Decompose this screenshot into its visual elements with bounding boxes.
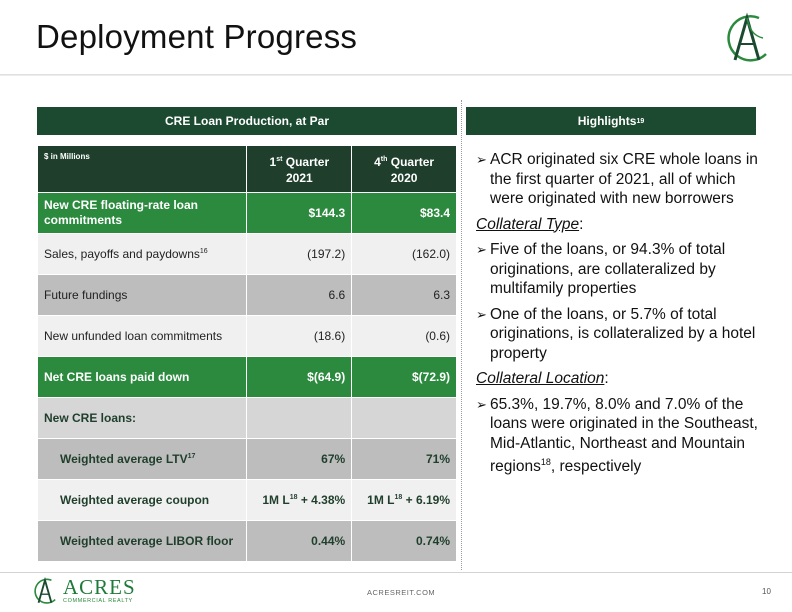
row-label: Sales, payoffs and paydowns16: [36, 233, 248, 275]
highlight-text: 65.3%, 19.7%, 8.0% and 7.0% of the loans…: [490, 395, 758, 476]
list-item: ➢ Five of the loans, or 94.3% of total o…: [476, 240, 766, 299]
cell-q4: 71%: [351, 438, 457, 480]
list-item: ➢ 65.3%, 19.7%, 8.0% and 7.0% of the loa…: [476, 395, 766, 477]
cell-q4: 6.3: [351, 274, 457, 316]
cell-q1: $(64.9): [246, 356, 353, 398]
column-header-q4-2020: 4th Quarter 2020: [351, 145, 457, 193]
cell-q4: $83.4: [351, 192, 457, 234]
table-row: New CRE floating-rate loan commitments $…: [36, 192, 457, 234]
cell-q1: 67%: [246, 438, 353, 480]
units-label: $ in Millions: [36, 145, 248, 193]
table-row: Net CRE loans paid down $(64.9) $(72.9): [36, 356, 457, 398]
footer-website: ACRESREIT.COM: [367, 588, 436, 597]
arrow-bullet-icon: ➢: [476, 152, 487, 167]
arrow-bullet-icon: ➢: [476, 396, 487, 412]
highlight-text: ACR originated six CRE whole loans in th…: [490, 151, 758, 207]
column-header-q1-2021: 1st Quarter 2021: [246, 145, 353, 193]
acres-logo-icon: [34, 576, 56, 604]
page-number: 10: [762, 587, 771, 596]
page-title: Deployment Progress: [36, 18, 358, 55]
row-label: New unfunded loan commitments: [36, 315, 248, 357]
footer-rule: [0, 572, 792, 573]
row-label: Weighted average LIBOR floor: [36, 520, 248, 562]
table-row: Weighted average LTV17 67% 71%: [36, 438, 457, 480]
cell-q4: 1M L18 + 6.19%: [351, 479, 457, 521]
table-row: Future fundings 6.6 6.3: [36, 274, 457, 316]
table-row: New CRE loans:: [36, 397, 457, 439]
loan-production-header: CRE Loan Production, at Par: [37, 107, 457, 135]
row-label: New CRE floating-rate loan commitments: [36, 192, 248, 234]
panel-divider: [461, 100, 464, 570]
brand-wordmark: ACRES COMMERCIAL REALTY: [63, 576, 136, 604]
brand-name: ACRES: [63, 575, 136, 599]
row-label: New CRE loans:: [36, 397, 248, 439]
row-label: Weighted average coupon: [36, 479, 248, 521]
cell-q4: [351, 397, 457, 439]
highlights-list: ➢ ACR originated six CRE whole loans in …: [476, 150, 766, 483]
table-row: Weighted average coupon 1M L18 + 4.38% 1…: [36, 479, 457, 521]
table-row: New unfunded loan commitments (18.6) (0.…: [36, 315, 457, 357]
list-item: ➢ ACR originated six CRE whole loans in …: [476, 150, 766, 209]
acres-logo-icon: [727, 12, 767, 62]
row-footnote: 16: [199, 248, 208, 255]
highlights-header-text: Highlights: [577, 114, 637, 128]
arrow-bullet-icon: ➢: [476, 242, 487, 257]
loan-production-table: $ in Millions 1st Quarter 2021 4th Quart…: [36, 145, 457, 562]
list-item: ➢ One of the loans, or 5.7% of total ori…: [476, 305, 766, 364]
cell-q4: (162.0): [351, 233, 457, 275]
cell-q1: (197.2): [246, 233, 353, 275]
arrow-bullet-icon: ➢: [476, 306, 487, 322]
cell-q1: $144.3: [246, 192, 353, 234]
row-label: Weighted average LTV17: [36, 438, 248, 480]
cell-q4: $(72.9): [351, 356, 457, 398]
collateral-location-heading: Collateral Location:: [476, 370, 609, 387]
header-rule: [0, 74, 792, 76]
row-label: Net CRE loans paid down: [36, 356, 248, 398]
loan-production-header-text: CRE Loan Production, at Par: [164, 114, 329, 128]
highlights-header: Highlights 19: [466, 107, 756, 135]
collateral-type-heading: Collateral Type:: [476, 215, 584, 233]
brand-subtitle: COMMERCIAL REALTY: [63, 598, 133, 604]
cell-q1: 0.44%: [246, 520, 353, 562]
table-row: Weighted average LIBOR floor 0.44% 0.74%: [36, 520, 457, 562]
table-header-row: $ in Millions 1st Quarter 2021 4th Quart…: [36, 145, 457, 193]
row-footnote: 17: [187, 453, 196, 460]
cell-q4: (0.6): [351, 315, 457, 357]
highlight-text: Five of the loans, or 94.3% of total ori…: [490, 241, 726, 297]
highlight-text: One of the loans, or 5.7% of total origi…: [490, 305, 756, 362]
row-label: Future fundings: [36, 274, 248, 316]
cell-q1: 1M L18 + 4.38%: [246, 479, 353, 521]
table-row: Sales, payoffs and paydowns16 (197.2) (1…: [36, 233, 457, 275]
cell-q1: 6.6: [246, 274, 353, 316]
cell-q4: 0.74%: [351, 520, 457, 562]
cell-q1: [246, 397, 353, 439]
cell-q1: (18.6): [246, 315, 353, 357]
highlights-footnote: 19: [636, 117, 645, 125]
